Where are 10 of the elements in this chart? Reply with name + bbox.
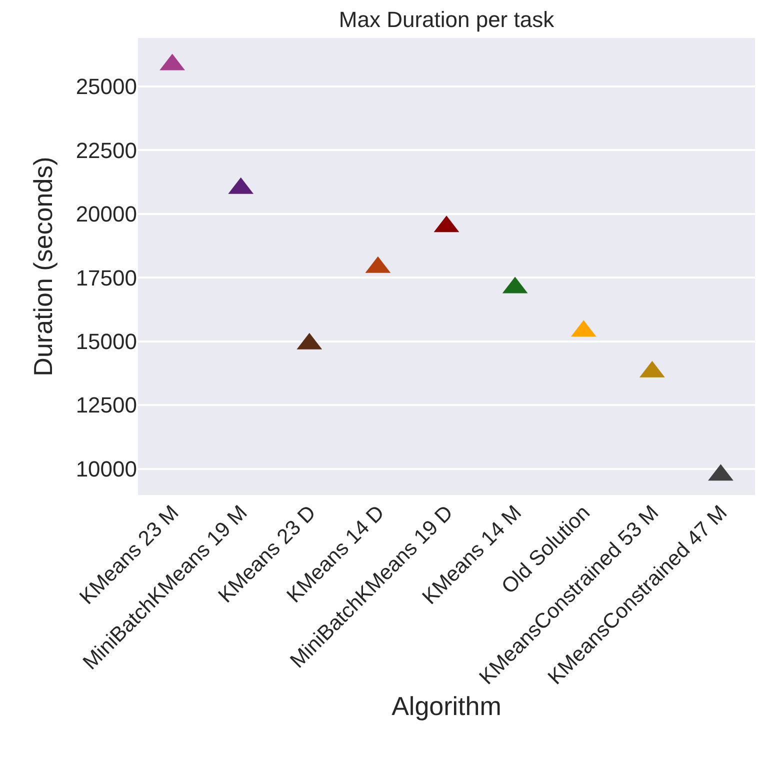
y-tick-label: 15000 xyxy=(76,329,137,354)
y-tick-label: 25000 xyxy=(76,74,137,100)
chart-title: Max Duration per task xyxy=(338,6,556,32)
x-axis-title: Algorithm xyxy=(392,690,502,721)
y-tick-label: 12500 xyxy=(76,392,137,418)
y-axis-title: Duration (seconds) xyxy=(28,156,58,376)
y-tick-label: 22500 xyxy=(76,138,137,163)
y-tick-label: 10000 xyxy=(76,456,137,482)
y-tick-label: 17500 xyxy=(76,265,137,290)
y-tick-label: 20000 xyxy=(76,202,137,227)
